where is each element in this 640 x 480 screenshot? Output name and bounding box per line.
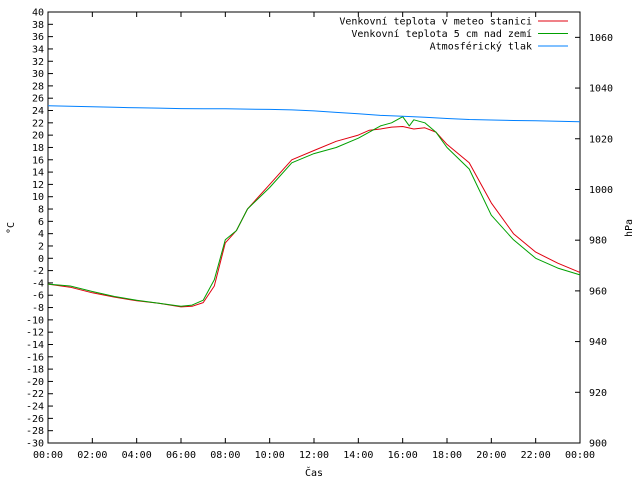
y-right-tick-label: 1060 <box>589 33 613 44</box>
legend-label: Venkovní teplota v meteo stanici <box>339 16 532 28</box>
y-right-tick-label: 980 <box>589 236 607 247</box>
y-right-tick-label: 1000 <box>589 185 613 196</box>
y-axis-right-label: hPa <box>624 219 635 237</box>
y-left-tick-label: -10 <box>26 315 44 326</box>
y-right-tick-label: 1020 <box>589 134 613 145</box>
plot-frame <box>47 11 581 444</box>
y-left-tick-label: 16 <box>32 155 44 166</box>
y-left-tick-label: -8 <box>32 303 44 314</box>
y-left-tick-label: -6 <box>32 291 44 302</box>
y-right-tick-label: 1040 <box>589 84 613 95</box>
y-right-tick-label: 920 <box>589 388 607 399</box>
y-left-tick-label: 12 <box>32 180 44 191</box>
y-left-tick-label: 26 <box>32 94 44 105</box>
y-left-tick-label: -16 <box>26 352 44 363</box>
y-left-tick-label: -24 <box>26 402 44 413</box>
x-tick-label: 08:00 <box>210 450 240 461</box>
y-left-tick-label: -18 <box>26 365 44 376</box>
y-left-tick-label: 2 <box>38 241 44 252</box>
x-tick-label: 22:00 <box>521 450 551 461</box>
series-line-3 <box>47 105 581 123</box>
y-left-tick-label: -20 <box>26 377 44 388</box>
y-axis-left-label: °C <box>6 222 17 234</box>
y-left-tick-label: 10 <box>32 192 44 203</box>
x-tick-label: 14:00 <box>343 450 373 461</box>
x-tick-label: 10:00 <box>255 450 285 461</box>
y-left-tick-label: 34 <box>32 44 44 55</box>
y-left-tick-label: -28 <box>26 426 44 437</box>
y-left-tick-label: 14 <box>32 168 44 179</box>
x-tick-label: 04:00 <box>122 450 152 461</box>
y-left-tick-label: 24 <box>32 106 44 117</box>
series-layer <box>47 105 581 308</box>
x-ticks: 00:00 02:00 04:00 06:00 08:00 10:00 12:00 14:00… <box>33 12 595 461</box>
y-left-tick-label: 20 <box>32 131 44 142</box>
y-left-tick-label: 30 <box>32 69 44 80</box>
y-left-tick-label: 38 <box>32 20 44 31</box>
y-left-tick-label: 22 <box>32 118 44 129</box>
y-left-tick-label: -14 <box>26 340 44 351</box>
x-tick-label: 20:00 <box>476 450 506 461</box>
y-left-tick-label: 0 <box>38 254 44 265</box>
y-right-tick-label: 940 <box>589 337 607 348</box>
x-tick-label: 18:00 <box>432 450 462 461</box>
y-left-tick-label: 8 <box>38 205 44 216</box>
x-tick-label: 12:00 <box>299 450 329 461</box>
y-left-tick-label: 36 <box>32 32 44 43</box>
y-left-ticks: -30-28-26-24-22-20-18-16-14-12-10-8-6-4-… <box>26 8 53 450</box>
y-left-tick-label: 32 <box>32 57 44 68</box>
y-left-tick-label: 4 <box>38 229 44 240</box>
x-tick-label: 00:00 <box>565 450 595 461</box>
legend: Venkovní teplota v meteo staniciVenkovní… <box>339 16 568 53</box>
series-line-2 <box>47 116 581 307</box>
x-axis-label: Čas <box>305 466 323 479</box>
y-left-tick-label: -4 <box>32 278 44 289</box>
x-tick-label: 00:00 <box>33 450 63 461</box>
legend-label: Atmosférický tlak <box>430 41 532 53</box>
y-right-ticks: 900 920 940 960 980 1000 1020 1040 1060 <box>575 33 613 450</box>
x-tick-label: 02:00 <box>77 450 107 461</box>
y-left-tick-label: -30 <box>26 439 44 450</box>
y-left-tick-label: 6 <box>38 217 44 228</box>
y-left-tick-label: 28 <box>32 81 44 92</box>
x-tick-label: 06:00 <box>166 450 196 461</box>
y-left-tick-label: -12 <box>26 328 44 339</box>
y-left-tick-label: 18 <box>32 143 44 154</box>
legend-label: Venkovní teplota 5 cm nad zemí <box>351 28 532 40</box>
y-left-tick-label: -2 <box>32 266 44 277</box>
y-left-tick-label: -22 <box>26 389 44 400</box>
y-left-tick-label: 40 <box>32 8 44 19</box>
x-tick-label: 16:00 <box>388 450 418 461</box>
y-right-tick-label: 960 <box>589 286 607 297</box>
y-left-tick-label: -26 <box>26 414 44 425</box>
y-right-tick-label: 900 <box>589 439 607 450</box>
